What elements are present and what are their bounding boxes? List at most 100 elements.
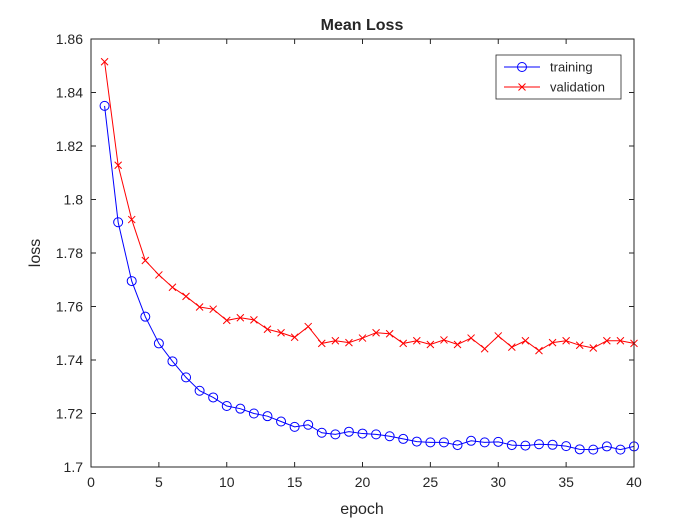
data-point-validation bbox=[575, 341, 584, 350]
x-tick-label: 40 bbox=[626, 474, 642, 490]
series-line-training bbox=[104, 105, 635, 451]
y-tick-label: 1.74 bbox=[56, 352, 83, 368]
legend-entry-training: training bbox=[504, 60, 593, 75]
data-point-training bbox=[194, 385, 205, 396]
data-point-training bbox=[235, 403, 246, 414]
data-point-validation bbox=[399, 339, 408, 348]
legend-entry-validation: validation bbox=[504, 80, 605, 95]
plot-area bbox=[91, 39, 634, 467]
x-tick-label: 0 bbox=[87, 474, 95, 490]
data-point-validation bbox=[535, 346, 543, 355]
data-point-validation bbox=[589, 344, 598, 352]
data-point-validation bbox=[426, 340, 435, 349]
chart-title: Mean Loss bbox=[321, 17, 404, 34]
data-point-training bbox=[221, 401, 232, 412]
data-point-training bbox=[262, 411, 273, 422]
data-point-training bbox=[140, 311, 151, 322]
data-point-training bbox=[384, 431, 395, 442]
data-point-training bbox=[520, 440, 531, 451]
y-axis-label: loss bbox=[27, 239, 44, 267]
data-point-validation bbox=[331, 336, 340, 345]
data-point-validation bbox=[250, 316, 258, 324]
data-point-training bbox=[167, 356, 178, 367]
data-point-training bbox=[248, 408, 259, 419]
axes-layer: 0 5 10 15 20 25 30 35 40 1.7 1.72 1.74 1.76 1.78 1.8 1.… bbox=[56, 31, 642, 490]
data-point-validation bbox=[494, 332, 503, 340]
data-point-validation bbox=[602, 336, 611, 345]
data-point-training bbox=[588, 444, 599, 455]
data-point-validation bbox=[372, 328, 380, 337]
data-point-training bbox=[316, 427, 327, 438]
data-point-training bbox=[126, 276, 137, 287]
data-point-training bbox=[452, 440, 463, 451]
legend-marker bbox=[518, 83, 526, 91]
y-tick-label: 1.72 bbox=[56, 406, 83, 422]
data-point-training bbox=[479, 437, 490, 448]
data-point-validation bbox=[480, 344, 489, 353]
data-point-training bbox=[153, 338, 164, 349]
data-point-validation bbox=[127, 215, 136, 224]
x-tick-label: 35 bbox=[558, 474, 574, 490]
data-point-validation bbox=[209, 305, 218, 314]
data-point-validation bbox=[467, 334, 475, 342]
data-point-validation bbox=[385, 329, 394, 338]
y-tick-label: 1.78 bbox=[56, 245, 83, 261]
y-tick-label: 1.76 bbox=[56, 299, 83, 315]
data-point-validation bbox=[277, 328, 285, 337]
data-point-training bbox=[289, 421, 300, 432]
x-tick-label: 20 bbox=[355, 474, 371, 490]
data-point-training bbox=[493, 436, 504, 447]
data-point-training bbox=[181, 372, 192, 383]
data-point-training bbox=[601, 441, 612, 452]
data-point-training bbox=[561, 441, 572, 452]
series-line-validation bbox=[104, 61, 635, 352]
data-point-training bbox=[357, 428, 368, 439]
data-point-training bbox=[99, 100, 110, 111]
data-point-validation bbox=[141, 256, 150, 265]
data-point-training bbox=[343, 426, 354, 437]
data-point-validation bbox=[358, 334, 367, 342]
data-point-validation bbox=[412, 336, 421, 345]
data-point-validation bbox=[236, 313, 245, 322]
x-tick-label: 30 bbox=[490, 474, 506, 490]
data-point-training bbox=[438, 437, 449, 448]
x-tick-label: 25 bbox=[423, 474, 439, 490]
data-point-validation bbox=[507, 343, 516, 352]
data-point-training bbox=[303, 419, 314, 430]
data-point-training bbox=[276, 416, 287, 427]
y-tick-label: 1.82 bbox=[56, 138, 83, 154]
data-point-validation bbox=[453, 340, 462, 349]
data-point-validation bbox=[100, 57, 109, 66]
legend-label: validation bbox=[550, 80, 605, 95]
data-point-training bbox=[208, 392, 219, 403]
data-point-validation bbox=[304, 322, 313, 331]
series-layer bbox=[99, 57, 639, 455]
data-point-training bbox=[547, 439, 558, 450]
legend-marker bbox=[517, 62, 527, 72]
data-point-validation bbox=[290, 333, 299, 342]
data-point-validation bbox=[222, 316, 231, 325]
y-tick-label: 1.8 bbox=[64, 192, 84, 208]
data-point-validation bbox=[317, 339, 326, 348]
series-validation bbox=[100, 57, 638, 355]
data-point-validation bbox=[440, 336, 448, 344]
y-tick-label: 1.7 bbox=[64, 459, 84, 475]
data-point-validation bbox=[521, 336, 530, 345]
data-point-training bbox=[506, 440, 517, 451]
data-point-training bbox=[113, 217, 124, 228]
data-point-validation bbox=[263, 325, 272, 334]
legend: training validation bbox=[495, 54, 622, 100]
x-axis-label: epoch bbox=[340, 501, 384, 518]
data-point-training bbox=[398, 433, 409, 444]
data-point-training bbox=[425, 437, 436, 448]
data-point-training bbox=[574, 444, 585, 455]
data-point-training bbox=[615, 444, 626, 455]
legend-box bbox=[495, 54, 622, 100]
data-point-validation bbox=[155, 271, 163, 279]
data-point-training bbox=[411, 436, 422, 447]
data-point-validation bbox=[114, 161, 123, 170]
x-tick-label: 10 bbox=[219, 474, 235, 490]
data-point-validation bbox=[548, 338, 557, 347]
